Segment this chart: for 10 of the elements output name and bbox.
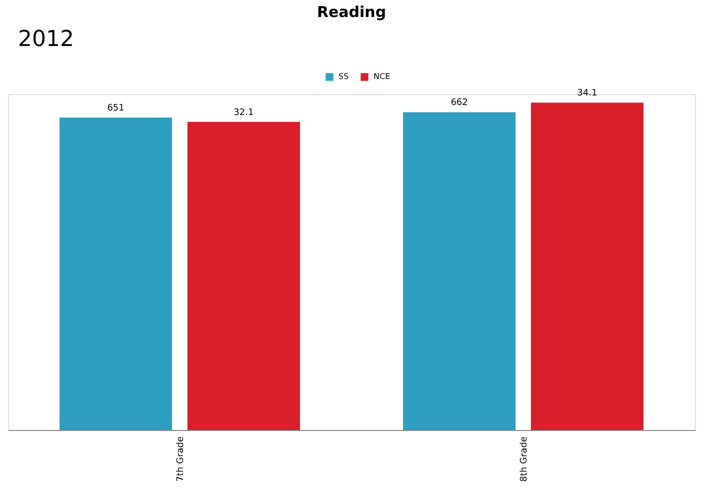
legend-label: NCE — [374, 72, 390, 81]
data-label: 34.1 — [577, 88, 598, 99]
data-label: 662 — [450, 98, 468, 108]
legend-label: SS — [338, 72, 349, 81]
data-label: 32.1 — [234, 108, 254, 118]
x-tick-label: 7th Grade — [176, 436, 186, 482]
x-tick-label: 8th Grade — [519, 436, 530, 482]
data-label: 651 — [107, 104, 124, 114]
chart-title: Reading — [316, 3, 386, 21]
text: 2012 — [18, 27, 74, 52]
